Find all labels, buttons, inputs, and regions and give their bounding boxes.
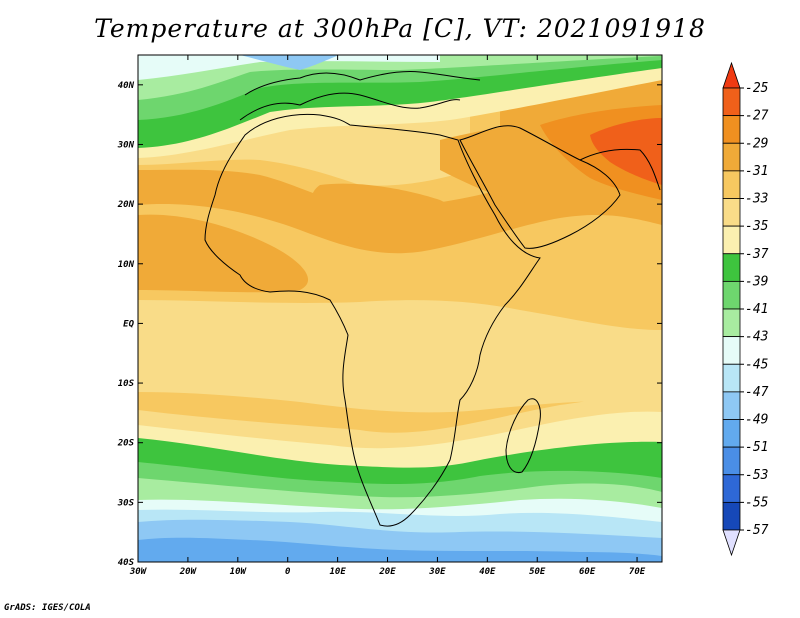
coastlines	[204, 71, 661, 527]
lon-tick-label: 40E	[479, 567, 496, 577]
mediterranean-coast	[239, 92, 461, 121]
lon-tick-label: 20W	[179, 567, 198, 577]
colorbar-segment	[722, 280, 741, 310]
colorbar-label: -35	[745, 219, 769, 234]
lat-tick-label: 40S	[118, 558, 135, 568]
colorbar-segment	[722, 225, 741, 255]
colorbar-label: -31	[745, 164, 768, 179]
colorbar-label: -49	[745, 413, 768, 428]
lat-tick-label: 10S	[118, 379, 135, 389]
lat-tick-label: EQ	[123, 319, 134, 329]
colorbar-label: -51	[745, 440, 768, 455]
lon-tick-label: 30E	[428, 567, 446, 577]
lat-tick-label: 10N	[118, 260, 135, 270]
colorbar-label: -25	[745, 81, 769, 96]
iran-india-coast	[579, 148, 661, 191]
arabia-coastline	[459, 125, 621, 249]
latitude-axis: 40N 30N 20N 10N EQ 10S 20S 30S 40S	[117, 81, 662, 568]
temperature-field	[138, 55, 662, 562]
colorbar-label: -29	[745, 136, 768, 151]
colorbar-segment	[722, 198, 741, 227]
band-minus-49-south	[138, 537, 662, 562]
colorbar-segment	[722, 115, 741, 144]
band-minus-41-north	[138, 55, 662, 100]
colorbar-segment	[722, 253, 741, 282]
colorbar-segment	[722, 474, 741, 503]
lon-tick-label: 10E	[329, 567, 346, 577]
madagascar-coastline	[505, 398, 541, 474]
colorbar-label: -55	[745, 495, 769, 510]
lon-tick-label: 0	[285, 567, 291, 577]
band-minus-33-tropics	[138, 300, 662, 413]
colorbar-segment	[722, 336, 741, 365]
colorbar-segment	[722, 87, 741, 117]
band-minus-29-sahel	[138, 214, 309, 293]
europe-coast	[244, 71, 481, 96]
band-minus-45-north	[240, 55, 340, 70]
colorbar: -25 -27 -29 -31 -33 -35 -37 -39 -41 -43 -45 -47 -49 -…	[722, 61, 769, 557]
band-minus-43-north	[138, 55, 440, 80]
colorbar-label: -33	[745, 192, 768, 207]
band-minus-29-centre	[311, 183, 463, 247]
credit-text: GrADS: IGES/COLA	[4, 603, 91, 613]
lon-tick-label: 30W	[129, 567, 148, 577]
lon-tick-label: 50E	[529, 567, 546, 577]
colorbar-label: -47	[745, 385, 769, 400]
colorbar-label: -43	[745, 330, 768, 345]
lon-tick-label: 10W	[230, 567, 248, 577]
colorbar-label: -39	[745, 274, 768, 289]
colorbar-segment	[722, 419, 741, 448]
colorbar-segment	[722, 501, 741, 531]
map-frame	[137, 54, 663, 563]
band-minus-25-east	[590, 118, 662, 185]
colorbar-bottom-arrow	[722, 529, 741, 557]
africa-coastline	[204, 113, 541, 527]
colorbar-segment	[722, 170, 741, 199]
colorbar-top-arrow	[722, 61, 741, 89]
chart-title: Temperature at 300hPa [C], VT: 202109191…	[94, 14, 706, 43]
longitude-axis: 30W 20W 10W 0 10E 20E 30E 40E 50E 60E 70E	[129, 55, 646, 577]
colorbar-label: -53	[745, 468, 768, 483]
colorbar-label: -45	[745, 357, 769, 372]
lon-tick-label: 60E	[579, 567, 596, 577]
colorbar-label: -37	[745, 247, 769, 262]
band-minus-39-north	[138, 55, 662, 120]
colorbar-segment	[722, 446, 741, 476]
lat-tick-label: 20N	[117, 200, 135, 210]
colorbar-segment	[722, 308, 741, 338]
colorbar-segment	[722, 391, 741, 420]
lat-tick-label: 20S	[117, 439, 135, 449]
colorbar-segment	[722, 142, 741, 172]
lon-tick-label: 20E	[378, 567, 396, 577]
lat-tick-label: 30N	[117, 140, 135, 150]
colorbar-label: -57	[745, 523, 769, 538]
lat-tick-label: 40N	[118, 81, 135, 91]
lon-tick-label: 70E	[629, 567, 646, 577]
colorbar-segment	[722, 363, 741, 393]
colorbar-label: -27	[745, 109, 769, 124]
colorbar-label: -41	[745, 302, 768, 317]
lat-tick-label: 30S	[117, 498, 135, 508]
